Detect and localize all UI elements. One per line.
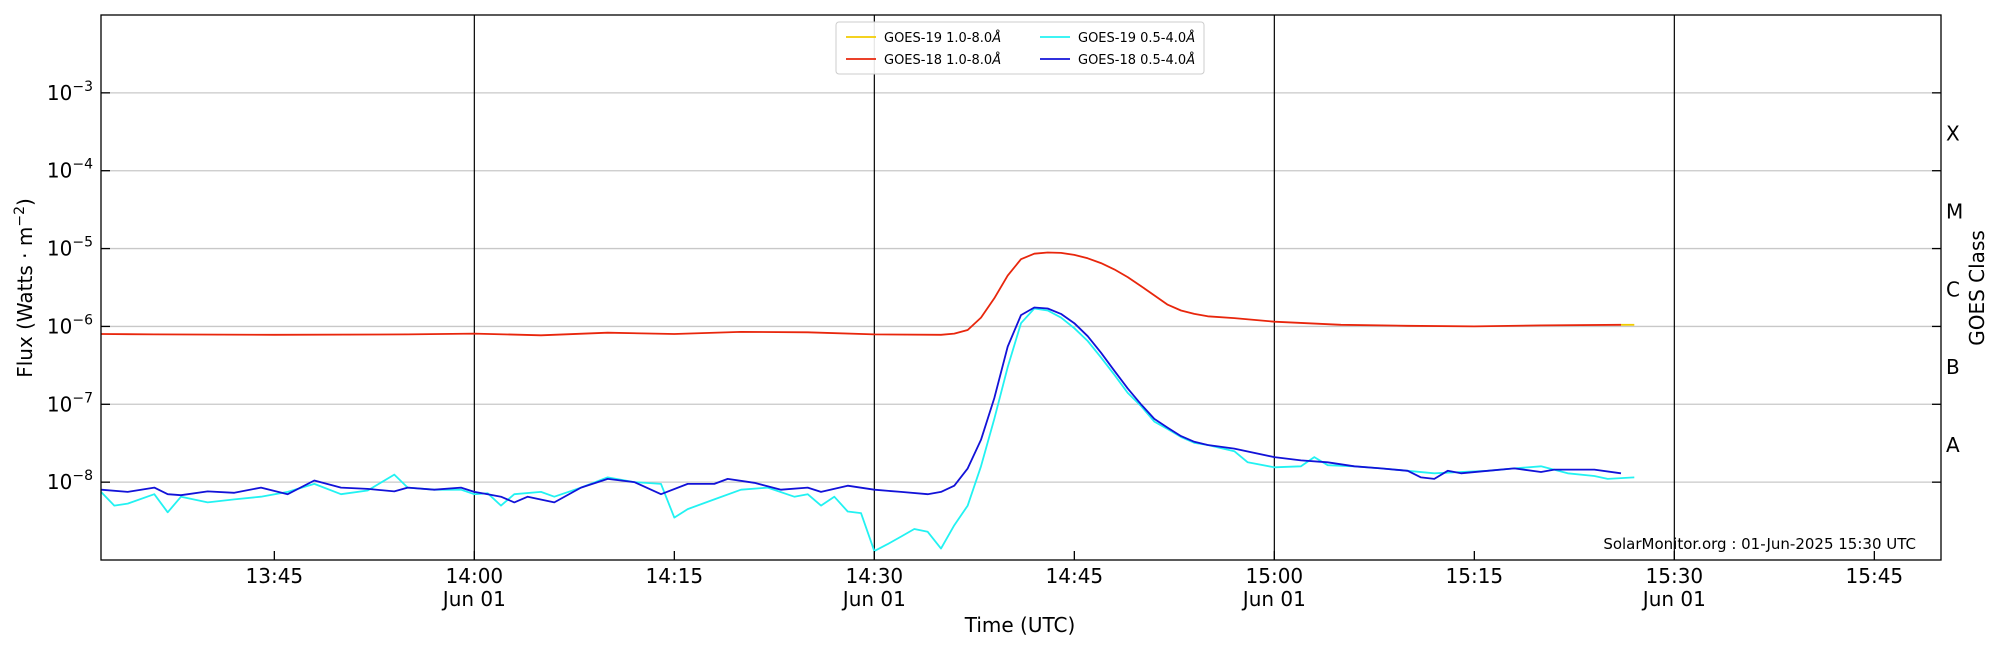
legend-entry-label: GOES-18 1.0-8.0Å [884, 52, 1001, 68]
goes-class-label: C [1946, 277, 1960, 301]
goes-class-label: B [1946, 355, 1960, 379]
legend-box [835, 21, 1205, 75]
x-axis-title: Time (UTC) [964, 613, 1076, 637]
legend-entry-unit: Å [991, 30, 1001, 46]
x-tick-label: 14:00 [446, 564, 504, 588]
legend-entry-text: GOES-18 1.0-8.0 [884, 53, 992, 68]
x-tick-label: 13:45 [246, 564, 304, 588]
credit-text: SolarMonitor.org : 01-Jun-2025 15:30 UTC [1603, 535, 1916, 553]
y-tick-label: 10−7 [47, 390, 93, 416]
legend-entry-label: GOES-19 1.0-8.0Å [884, 30, 1001, 46]
y-tick-label: 10−4 [47, 157, 93, 183]
series-line [100, 306, 1622, 504]
y-axis-ticks: 10−810−710−610−510−410−3 [47, 79, 1941, 494]
x-tick-label: 15:15 [1446, 564, 1504, 588]
y-tick-base: 10 [47, 237, 72, 261]
legend-entry-text: GOES-19 0.5-4.0 [1078, 31, 1186, 46]
legend-entry-label: GOES-19 0.5-4.0Å [1078, 30, 1195, 46]
x-tick-sublabel: Jun 01 [441, 587, 506, 611]
y-tick-exponent: −6 [72, 312, 93, 328]
goes-class-label: M [1946, 199, 1963, 223]
legend-entry-text: GOES-19 1.0-8.0 [884, 31, 992, 46]
y-tick-base: 10 [47, 159, 72, 183]
y-tick-label: 10−3 [47, 79, 93, 105]
y-tick-exponent: −5 [72, 235, 93, 251]
x-tick-sublabel: Jun 01 [1641, 587, 1706, 611]
x-tick-sublabel: Jun 01 [1241, 587, 1306, 611]
y-tick-base: 10 [47, 314, 72, 338]
y-tick-exponent: −4 [72, 157, 93, 173]
x-tick-label: 15:45 [1846, 564, 1904, 588]
legend-entry-unit: Å [991, 52, 1001, 68]
x-tick-label: 15:30 [1646, 564, 1704, 588]
y-tick-base: 10 [47, 81, 72, 105]
y-tick-label: 10−6 [47, 312, 93, 338]
y-tick-exponent: −8 [72, 468, 93, 484]
y-axis-title-close: ) [13, 198, 37, 206]
y-tick-label: 10−8 [47, 468, 93, 494]
y-axis-title-exponent: −2 [12, 206, 28, 227]
day-marker-lines [473, 15, 1675, 560]
goes-class-label: X [1946, 122, 1960, 146]
grid-lines [101, 92, 1941, 483]
goes-class-axis-title: GOES Class [1965, 230, 1989, 346]
y-axis-title: Flux (Watts · m−2) [12, 198, 37, 378]
series-line [100, 251, 1622, 337]
y-tick-exponent: −3 [72, 79, 93, 95]
x-tick-label: 14:15 [646, 564, 704, 588]
legend-entry-text: GOES-18 0.5-4.0 [1078, 53, 1186, 68]
y-tick-exponent: −7 [72, 390, 93, 406]
y-axis-title-main: Flux (Watts · m [13, 227, 37, 378]
legend-entry-unit: Å [1185, 52, 1195, 68]
x-tick-label: 15:00 [1246, 564, 1304, 588]
legend-entry-unit: Å [1185, 30, 1195, 46]
y-tick-label: 10−5 [47, 235, 93, 261]
x-tick-sublabel: Jun 01 [841, 587, 906, 611]
legend-entry-label: GOES-18 0.5-4.0Å [1078, 52, 1195, 68]
x-tick-label: 14:30 [846, 564, 904, 588]
y-tick-base: 10 [47, 392, 72, 416]
y-tick-base: 10 [47, 470, 72, 494]
goes-class-label: A [1946, 433, 1960, 457]
x-tick-label: 14:45 [1046, 564, 1104, 588]
plot-frame [100, 14, 1942, 561]
series-lines [100, 251, 1635, 552]
goes-class-labels: A B C M X [1946, 122, 1963, 457]
